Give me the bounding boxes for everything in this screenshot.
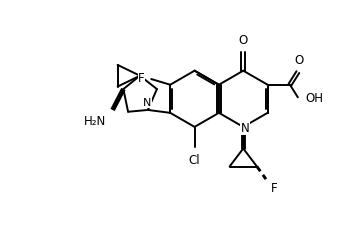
Text: F: F bbox=[138, 72, 145, 85]
Text: OH: OH bbox=[306, 91, 324, 104]
Text: O: O bbox=[239, 34, 248, 47]
Text: O: O bbox=[294, 54, 304, 67]
Text: N: N bbox=[143, 98, 151, 108]
Text: N: N bbox=[241, 122, 249, 134]
Text: H₂N: H₂N bbox=[84, 115, 106, 128]
Text: F: F bbox=[271, 181, 278, 194]
Text: Cl: Cl bbox=[189, 154, 201, 167]
